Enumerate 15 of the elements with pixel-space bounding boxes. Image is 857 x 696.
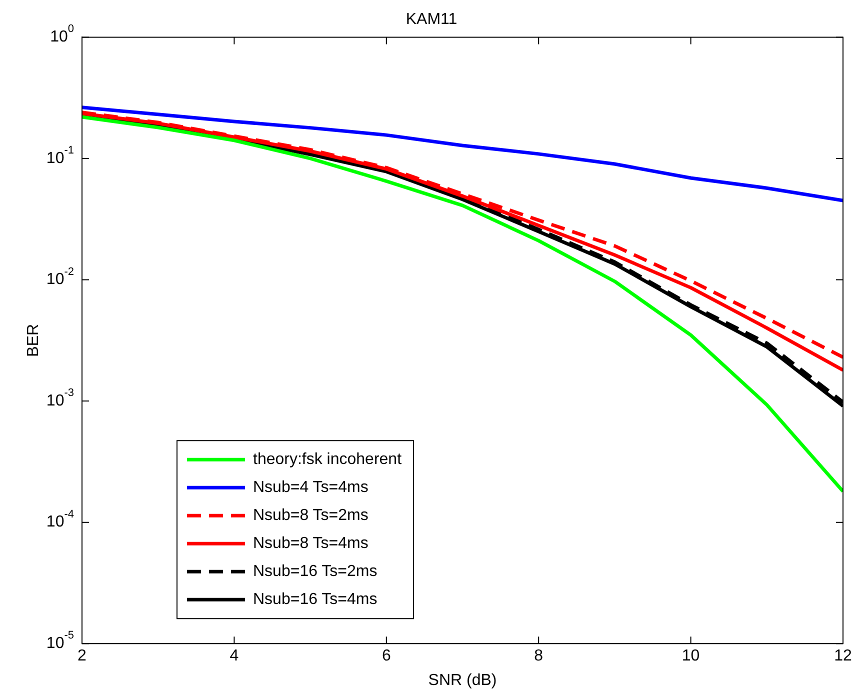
legend-label: Nsub=16 Ts=4ms — [253, 591, 378, 608]
legend-label: theory:fsk incoherent — [253, 451, 402, 468]
legend-label: Nsub=8 Ts=2ms — [253, 507, 368, 524]
legend-label: Nsub=8 Ts=4ms — [253, 535, 368, 552]
x-tick-label: 2 — [78, 648, 87, 665]
x-tick-label: 10 — [682, 648, 700, 665]
legend-label: Nsub=16 Ts=2ms — [253, 563, 378, 580]
y-axis-title: BER — [25, 324, 42, 357]
x-tick-label: 12 — [834, 648, 852, 665]
chart-title: KAM11 — [406, 11, 458, 28]
x-tick-label: 4 — [230, 648, 239, 665]
x-tick-label: 8 — [534, 648, 544, 665]
x-axis-title: SNR (dB) — [428, 672, 497, 689]
x-tick-label: 6 — [382, 648, 391, 665]
legend-label: Nsub=4 Ts=4ms — [253, 479, 368, 496]
